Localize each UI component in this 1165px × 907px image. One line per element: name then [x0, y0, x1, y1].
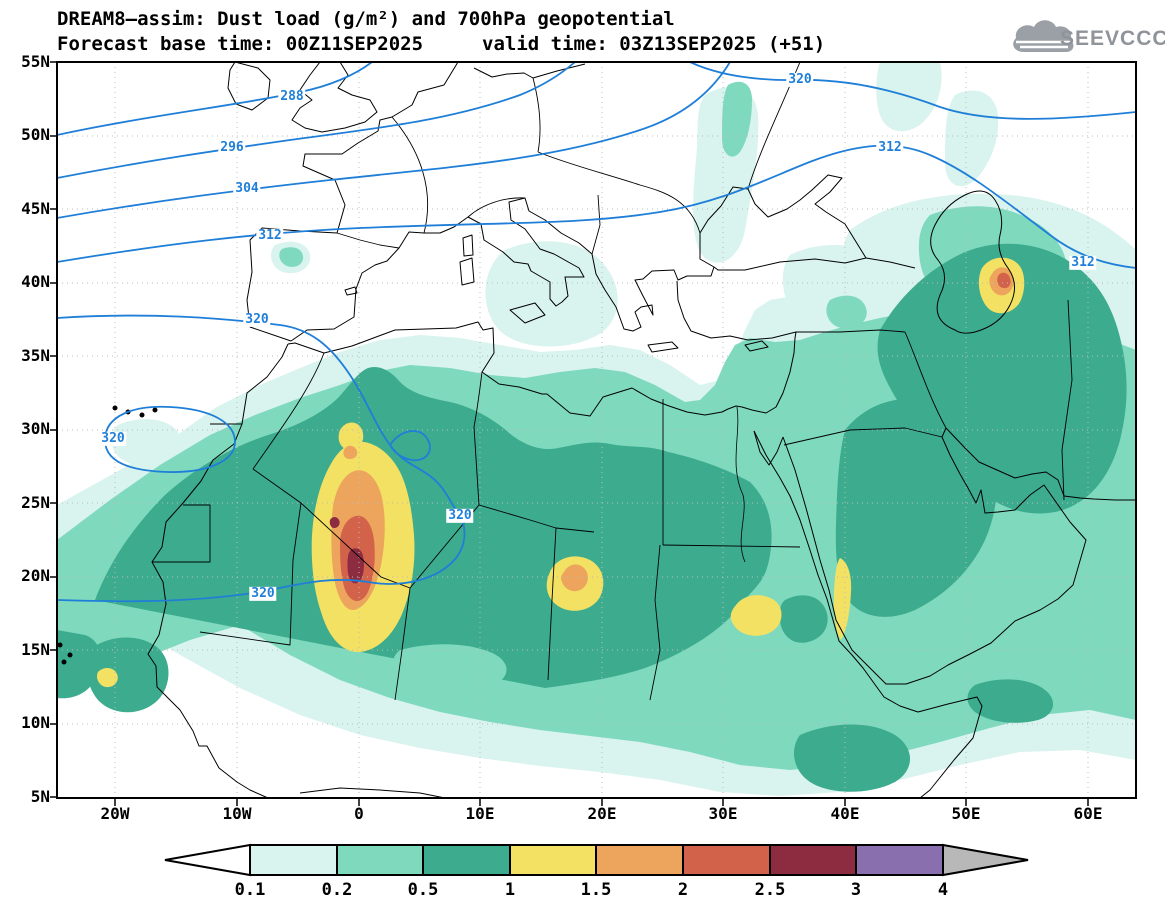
- colorbar-label-1p5: 1.5: [580, 880, 612, 900]
- colorbar-seg-2: [422, 844, 511, 876]
- y-tick-45n: 45N: [21, 199, 50, 218]
- contour-label-312-northeast: 312: [876, 139, 904, 156]
- y-tick-5n: 5N: [30, 787, 50, 806]
- seevccc-logo-text: SEEVCCC: [1060, 27, 1165, 50]
- geopotential-contours: [57, 62, 1136, 603]
- y-tick-50n: 50N: [21, 125, 50, 144]
- contour-label-296: 296: [218, 139, 246, 156]
- colorbar-label-3: 3: [850, 880, 862, 900]
- x-tick-10e: 10E: [465, 804, 495, 823]
- contour-label-320-canary: 320: [99, 430, 127, 447]
- colorbar-seg-6: [769, 844, 857, 876]
- country-borders: [152, 62, 1073, 701]
- dust-hole-sahel: [392, 644, 507, 692]
- colorbar-label-0p1: 0.1: [234, 880, 266, 900]
- contour-label-304: 304: [233, 180, 261, 197]
- x-tick-20e: 20E: [587, 804, 617, 823]
- valid-time: valid time: 03Z13SEP2025 (+51): [482, 33, 826, 55]
- contour-320-canary: [104, 405, 236, 473]
- contour-296: [57, 62, 576, 179]
- colorbar-seg-0: [249, 844, 338, 876]
- colorbar-arrow-right: [942, 843, 1029, 877]
- colorbar-seg-3: [509, 844, 597, 876]
- contour-304: [57, 62, 731, 219]
- colorbar-arrow-left: [164, 843, 251, 877]
- x-tick-10w: 10W: [222, 804, 252, 823]
- contour-312: [57, 144, 1136, 269]
- colorbar-label-4: 4: [937, 880, 949, 900]
- colorbar-label-1: 1: [504, 880, 516, 900]
- contour-label-320-northeast: 320: [786, 71, 814, 88]
- seevccc-cloud-icon: [1013, 20, 1074, 52]
- dust-shading: [57, 62, 1136, 796]
- y-tick-10n: 10N: [21, 713, 50, 732]
- contour-label-320-mali: 320: [446, 507, 474, 524]
- x-tick-20w: 20W: [100, 804, 130, 823]
- y-tick-35n: 35N: [21, 346, 50, 365]
- contour-label-320-sahel: 320: [249, 585, 277, 602]
- chart-title: DREAM8—assim: Dust load (g/m²) and 700hP…: [57, 8, 675, 30]
- forecast-base-time: Forecast base time: 00Z11SEP2025: [57, 33, 424, 55]
- colorbar-seg-5: [682, 844, 771, 876]
- y-tick-30n: 30N: [21, 419, 50, 438]
- y-tick-15n: 15N: [21, 640, 50, 659]
- contour-label-312-west: 312: [256, 227, 284, 244]
- x-tick-0: 0: [354, 804, 364, 823]
- x-tick-40e: 40E: [830, 804, 860, 823]
- contour-label-288: 288: [278, 88, 306, 105]
- y-tick-20n: 20N: [21, 566, 50, 585]
- colorbar-seg-4: [595, 844, 684, 876]
- contour-288: [57, 62, 373, 136]
- axis-ticks: [50, 61, 1089, 806]
- colorbar-label-2p5: 2.5: [754, 880, 786, 900]
- colorbar-seg-1: [336, 844, 424, 876]
- contour-320-south: [57, 314, 466, 603]
- contour-320-north: [689, 62, 1136, 120]
- y-tick-55n: 55N: [21, 52, 50, 71]
- contour-label-320-west: 320: [243, 311, 271, 328]
- x-tick-50e: 50E: [951, 804, 981, 823]
- colorbar-label-0p2: 0.2: [321, 880, 353, 900]
- y-tick-40n: 40N: [21, 272, 50, 291]
- colorbar-label-0p5: 0.5: [407, 880, 439, 900]
- map-frame: [56, 61, 1137, 799]
- colorbar-label-2: 2: [677, 880, 689, 900]
- colorbar-seg-7: [855, 844, 944, 876]
- y-tick-25n: 25N: [21, 493, 50, 512]
- coastlines: [57, 62, 1136, 798]
- x-tick-60e: 60E: [1073, 804, 1103, 823]
- colorbar: [164, 843, 1029, 877]
- contour-label-312-east: 312: [1069, 254, 1097, 271]
- x-tick-30e: 30E: [708, 804, 738, 823]
